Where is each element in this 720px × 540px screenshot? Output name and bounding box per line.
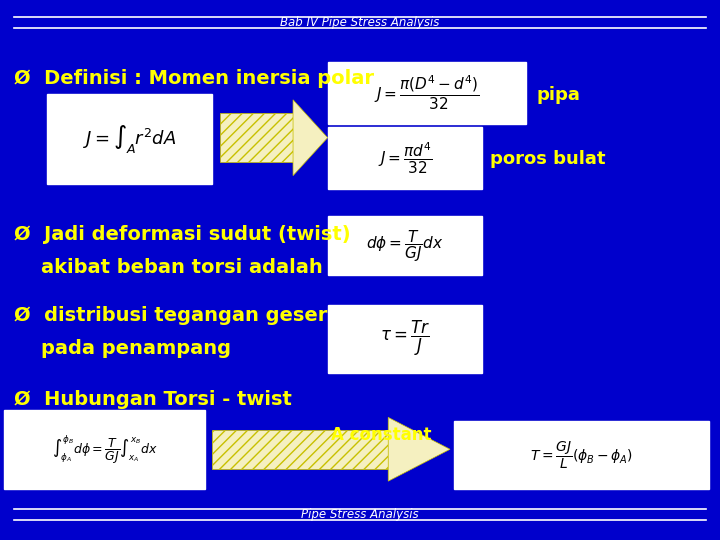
Text: Ø  Jadi deformasi sudut (twist): Ø Jadi deformasi sudut (twist) <box>14 225 351 245</box>
Text: pipa: pipa <box>536 85 580 104</box>
FancyBboxPatch shape <box>328 305 482 373</box>
Text: $\int_{\phi_A}^{\phi_B} d\phi = \dfrac{T}{GJ}\int_{x_A}^{x_B} dx$: $\int_{\phi_A}^{\phi_B} d\phi = \dfrac{T… <box>52 433 157 466</box>
Polygon shape <box>293 100 328 176</box>
Text: $J = \int_A r^2 dA$: $J = \int_A r^2 dA$ <box>83 123 176 155</box>
Text: $\tau = \dfrac{Tr}{J}$: $\tau = \dfrac{Tr}{J}$ <box>380 319 430 359</box>
Text: poros bulat: poros bulat <box>490 150 605 168</box>
FancyBboxPatch shape <box>4 410 205 489</box>
FancyBboxPatch shape <box>47 94 212 184</box>
FancyBboxPatch shape <box>454 421 709 489</box>
Text: Pipe Stress Analysis: Pipe Stress Analysis <box>301 508 419 521</box>
Polygon shape <box>388 417 450 481</box>
Text: $T = \dfrac{GJ}{L}(\phi_B - \phi_A)$: $T = \dfrac{GJ}{L}(\phi_B - \phi_A)$ <box>530 439 633 471</box>
Text: A constant: A constant <box>331 426 432 444</box>
Text: Bab IV Pipe Stress Analysis: Bab IV Pipe Stress Analysis <box>280 16 440 29</box>
FancyBboxPatch shape <box>212 430 388 469</box>
FancyBboxPatch shape <box>328 127 482 189</box>
FancyBboxPatch shape <box>328 216 482 275</box>
Text: akibat beban torsi adalah: akibat beban torsi adalah <box>14 258 323 277</box>
Text: pada penampang: pada penampang <box>14 339 231 358</box>
Text: $d\phi = \dfrac{T}{GJ}dx$: $d\phi = \dfrac{T}{GJ}dx$ <box>366 228 444 264</box>
Text: $J = \dfrac{\pi(D^4 - d^4)}{32}$: $J = \dfrac{\pi(D^4 - d^4)}{32}$ <box>374 74 480 112</box>
Text: Ø  distribusi tegangan geser: Ø distribusi tegangan geser <box>14 306 328 326</box>
Text: Ø  Hubungan Torsi - twist: Ø Hubungan Torsi - twist <box>14 390 292 409</box>
FancyBboxPatch shape <box>220 113 293 162</box>
Text: Ø  Definisi : Momen inersia polar: Ø Definisi : Momen inersia polar <box>14 69 374 88</box>
FancyBboxPatch shape <box>328 62 526 124</box>
Text: $J = \dfrac{\pi d^4}{32}$: $J = \dfrac{\pi d^4}{32}$ <box>377 140 433 176</box>
